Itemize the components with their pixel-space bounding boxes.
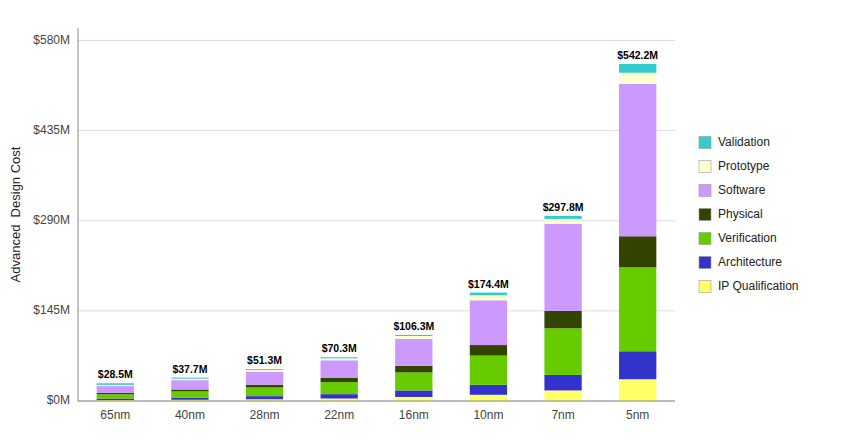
grid bbox=[78, 40, 675, 401]
bar-segment bbox=[619, 84, 656, 236]
total-label: $542.2M bbox=[617, 49, 658, 61]
legend-swatch bbox=[699, 137, 711, 149]
bar-segment bbox=[321, 382, 358, 394]
bar-segment bbox=[395, 372, 432, 390]
total-label: $106.3M bbox=[393, 320, 434, 332]
bar-segment bbox=[619, 379, 656, 401]
bar-segment bbox=[619, 351, 656, 379]
y-tick-label: $290M bbox=[33, 213, 70, 227]
bar-segment bbox=[470, 395, 507, 401]
bar-segment bbox=[470, 300, 507, 345]
bar-segment bbox=[246, 385, 283, 388]
grid-line bbox=[78, 40, 675, 41]
bar-segment bbox=[395, 336, 432, 339]
bar-segment bbox=[544, 328, 581, 375]
bar-segment bbox=[470, 345, 507, 356]
bar-segment bbox=[321, 394, 358, 398]
x-tick-label: 7nm bbox=[551, 408, 574, 422]
bar-segment bbox=[246, 387, 283, 396]
x-tick-label: 10nm bbox=[473, 408, 503, 422]
y-axis-line bbox=[78, 28, 79, 401]
bar-segment bbox=[171, 391, 208, 397]
legend-swatch bbox=[699, 281, 711, 293]
bar-segment bbox=[470, 385, 507, 395]
y-tick-label: $0M bbox=[47, 393, 70, 407]
bar-segment bbox=[544, 390, 581, 401]
total-label: $51.3M bbox=[247, 354, 282, 366]
bar-segment bbox=[97, 386, 134, 393]
bar-segment bbox=[619, 267, 656, 351]
grid-line bbox=[78, 401, 675, 402]
x-tick-label: 65nm bbox=[100, 408, 130, 422]
y-axis-label: Advanced Design Cost bbox=[8, 146, 23, 282]
legend-swatch bbox=[699, 185, 711, 197]
bar-segment bbox=[171, 389, 208, 391]
bar-segment bbox=[171, 380, 208, 389]
x-tick-label: 16nm bbox=[399, 408, 429, 422]
bar-segment bbox=[171, 378, 208, 379]
bar-segment bbox=[395, 335, 432, 336]
bar-segment bbox=[246, 369, 283, 371]
legend-label: Verification bbox=[718, 231, 777, 245]
bar-segment bbox=[544, 219, 581, 224]
legend-label: IP Qualification bbox=[718, 279, 799, 293]
bar-segment bbox=[97, 399, 134, 401]
grid-line bbox=[78, 310, 675, 311]
bar-segment bbox=[470, 356, 507, 385]
bar-segment bbox=[97, 385, 134, 386]
bar-segment bbox=[97, 383, 134, 385]
total-label: $70.3M bbox=[322, 342, 357, 354]
legend-label: Prototype bbox=[718, 159, 770, 173]
bar-segment bbox=[395, 339, 432, 366]
legend-swatch bbox=[699, 233, 711, 245]
bar-segment bbox=[246, 396, 283, 399]
bar-segment bbox=[619, 73, 656, 84]
y-tick-label: $145M bbox=[33, 303, 70, 317]
bar-segment bbox=[246, 372, 283, 385]
legend-swatch bbox=[699, 209, 711, 221]
bar-segment bbox=[470, 293, 507, 296]
legend-label: Software bbox=[718, 183, 766, 197]
y-tick-label: $580M bbox=[33, 33, 70, 47]
bar-segment bbox=[97, 394, 134, 398]
y-tick-label: $435M bbox=[33, 123, 70, 137]
bar-segment bbox=[321, 357, 358, 358]
bar-segment bbox=[246, 370, 283, 372]
bar-segment bbox=[544, 375, 581, 391]
bar-segment bbox=[619, 236, 656, 267]
total-label: $174.4M bbox=[468, 278, 509, 290]
legend-label: Architecture bbox=[718, 255, 782, 269]
bar-segment bbox=[470, 295, 507, 300]
bar-segment bbox=[544, 224, 581, 311]
bar-segment bbox=[395, 397, 432, 401]
legend-label: Validation bbox=[718, 135, 770, 149]
x-tick-label: 28nm bbox=[250, 408, 280, 422]
total-label: $37.7M bbox=[172, 363, 207, 375]
bar-segment bbox=[171, 379, 208, 381]
grid-line bbox=[78, 130, 675, 131]
x-tick-label: 40nm bbox=[175, 408, 205, 422]
x-tick-label: 5nm bbox=[626, 408, 649, 422]
grid-line bbox=[78, 220, 675, 221]
bar-segment bbox=[619, 64, 656, 73]
bar-segment bbox=[544, 311, 581, 328]
x-axis-line bbox=[78, 401, 675, 402]
bar-segment bbox=[171, 398, 208, 400]
total-label: $297.8M bbox=[543, 201, 584, 213]
bar-segment bbox=[321, 378, 358, 382]
bars bbox=[97, 64, 657, 401]
bar-segment bbox=[395, 390, 432, 397]
x-tick-label: 22nm bbox=[324, 408, 354, 422]
total-label: $28.5M bbox=[98, 368, 133, 380]
legend-swatch bbox=[699, 161, 711, 173]
bar-segment bbox=[321, 360, 358, 378]
chart: $0M $145M $290M $435M $580M Advanced Design C… bbox=[0, 0, 850, 443]
legend: Validation Prototype Software Physical Verif… bbox=[699, 135, 799, 293]
bar-segment bbox=[321, 358, 358, 360]
bar-segment bbox=[544, 216, 581, 219]
bar-segment bbox=[97, 393, 134, 394]
legend-label: Physical bbox=[718, 207, 763, 221]
bar-segment bbox=[395, 366, 432, 373]
legend-swatch bbox=[699, 257, 711, 269]
